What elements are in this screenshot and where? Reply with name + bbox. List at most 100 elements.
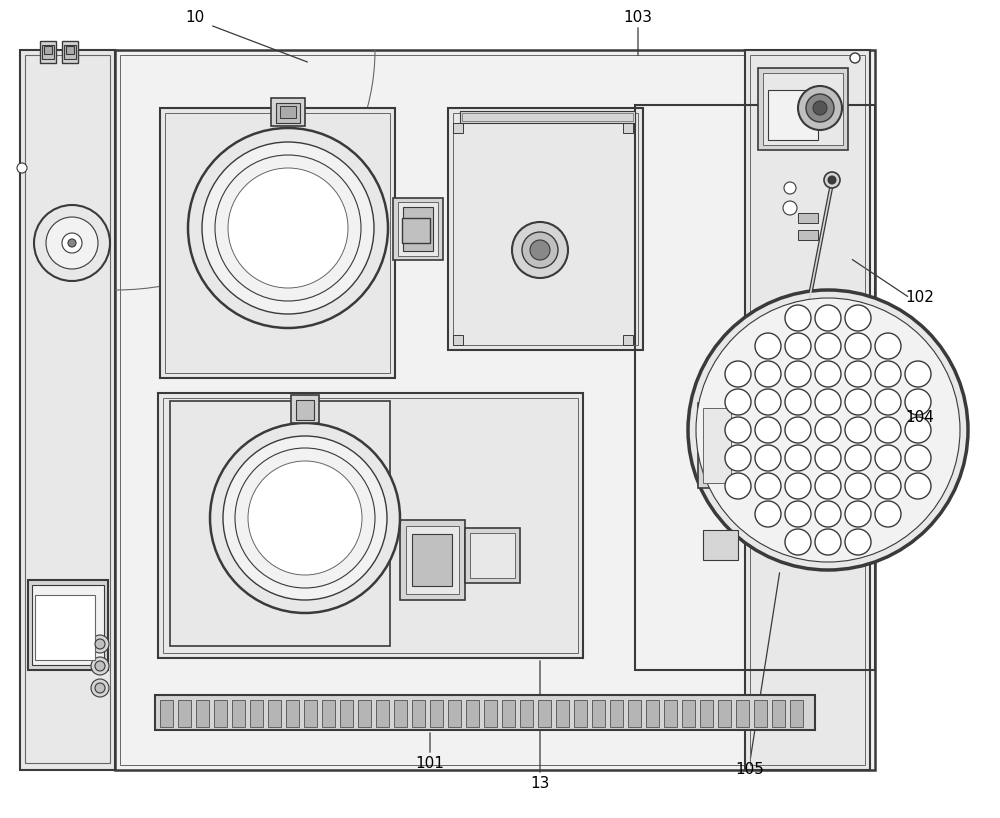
Circle shape bbox=[845, 473, 871, 499]
Bar bbox=[400, 520, 465, 600]
Bar bbox=[718, 700, 731, 727]
Circle shape bbox=[813, 101, 827, 115]
Circle shape bbox=[725, 473, 751, 499]
Bar bbox=[520, 700, 533, 727]
Circle shape bbox=[785, 417, 811, 443]
Circle shape bbox=[755, 361, 781, 387]
Circle shape bbox=[785, 501, 811, 527]
Bar bbox=[40, 41, 56, 63]
Bar bbox=[646, 700, 659, 727]
Circle shape bbox=[845, 529, 871, 555]
Text: 102: 102 bbox=[906, 290, 934, 305]
Bar bbox=[271, 98, 305, 126]
Bar bbox=[556, 700, 569, 727]
Bar bbox=[66, 46, 74, 54]
Bar bbox=[250, 700, 263, 727]
Bar bbox=[35, 595, 95, 660]
Circle shape bbox=[755, 473, 781, 499]
Circle shape bbox=[815, 445, 841, 471]
Circle shape bbox=[755, 333, 781, 359]
Bar bbox=[453, 113, 638, 345]
Bar bbox=[484, 700, 497, 727]
Bar bbox=[703, 530, 738, 560]
Bar bbox=[750, 55, 865, 765]
Circle shape bbox=[785, 473, 811, 499]
Circle shape bbox=[755, 389, 781, 415]
Bar bbox=[28, 580, 108, 670]
Circle shape bbox=[875, 361, 901, 387]
Bar bbox=[393, 198, 443, 260]
Circle shape bbox=[845, 361, 871, 387]
Circle shape bbox=[784, 182, 796, 194]
Bar bbox=[623, 123, 633, 133]
Bar bbox=[163, 398, 578, 653]
Bar bbox=[453, 123, 463, 133]
Bar bbox=[291, 395, 319, 423]
Circle shape bbox=[875, 501, 901, 527]
Bar bbox=[160, 700, 173, 727]
Bar bbox=[698, 403, 736, 488]
Circle shape bbox=[815, 473, 841, 499]
Bar bbox=[170, 401, 390, 646]
Bar bbox=[232, 700, 245, 727]
Circle shape bbox=[875, 417, 901, 443]
Bar bbox=[448, 108, 643, 350]
Bar bbox=[700, 700, 713, 727]
Circle shape bbox=[91, 635, 109, 653]
Circle shape bbox=[530, 240, 550, 260]
Bar bbox=[165, 113, 390, 373]
Bar bbox=[465, 528, 520, 583]
Circle shape bbox=[522, 232, 558, 268]
Text: 10: 10 bbox=[185, 11, 205, 25]
Bar bbox=[44, 46, 52, 54]
Bar bbox=[280, 106, 296, 118]
Circle shape bbox=[785, 333, 811, 359]
Bar bbox=[214, 700, 227, 727]
Bar bbox=[340, 700, 353, 727]
Circle shape bbox=[91, 679, 109, 697]
Bar bbox=[736, 700, 749, 727]
Bar bbox=[703, 408, 731, 483]
Circle shape bbox=[845, 501, 871, 527]
Circle shape bbox=[875, 389, 901, 415]
Bar bbox=[453, 335, 463, 345]
Circle shape bbox=[850, 53, 860, 63]
Bar bbox=[120, 55, 870, 765]
Circle shape bbox=[202, 142, 374, 314]
Bar bbox=[20, 50, 115, 770]
Circle shape bbox=[815, 501, 841, 527]
Bar bbox=[538, 700, 551, 727]
Circle shape bbox=[815, 361, 841, 387]
Text: 104: 104 bbox=[906, 411, 934, 425]
Bar bbox=[32, 585, 104, 665]
Bar bbox=[502, 700, 515, 727]
Circle shape bbox=[905, 389, 931, 415]
Bar bbox=[430, 700, 443, 727]
Circle shape bbox=[223, 436, 387, 600]
Bar bbox=[62, 41, 78, 63]
Text: 105: 105 bbox=[736, 762, 764, 777]
Circle shape bbox=[188, 128, 388, 328]
Circle shape bbox=[905, 417, 931, 443]
Bar bbox=[296, 400, 314, 420]
Bar bbox=[460, 111, 635, 123]
Circle shape bbox=[815, 389, 841, 415]
Circle shape bbox=[755, 445, 781, 471]
Circle shape bbox=[755, 501, 781, 527]
Bar bbox=[462, 113, 633, 121]
Bar bbox=[155, 695, 815, 730]
Circle shape bbox=[845, 445, 871, 471]
Bar bbox=[412, 700, 425, 727]
Bar bbox=[592, 700, 605, 727]
Circle shape bbox=[228, 168, 348, 288]
Circle shape bbox=[95, 661, 105, 671]
Circle shape bbox=[783, 201, 797, 215]
Bar bbox=[358, 700, 371, 727]
Circle shape bbox=[815, 417, 841, 443]
Bar bbox=[574, 700, 587, 727]
Bar bbox=[276, 103, 300, 123]
Bar bbox=[196, 700, 209, 727]
Circle shape bbox=[845, 305, 871, 331]
Circle shape bbox=[95, 683, 105, 693]
Bar bbox=[64, 45, 76, 59]
